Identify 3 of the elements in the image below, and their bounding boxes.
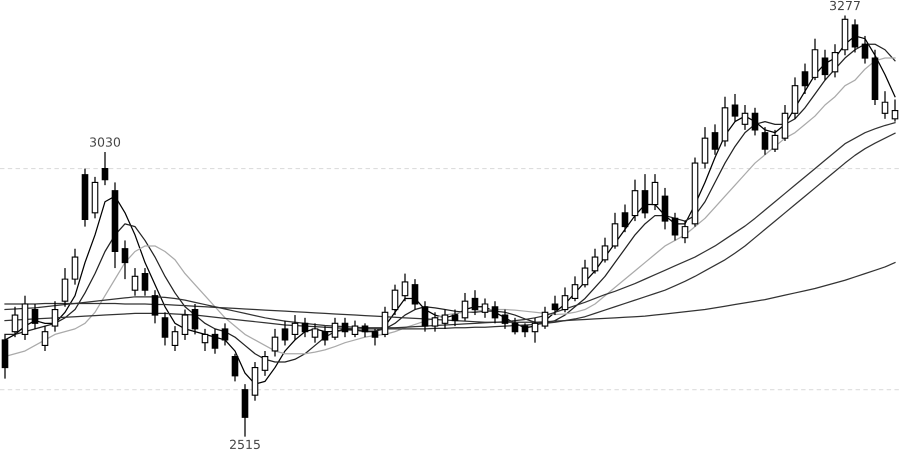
annotation: 3277: [830, 0, 860, 10]
annotation: 3030: [90, 137, 120, 147]
annotation: 2515: [230, 440, 260, 450]
